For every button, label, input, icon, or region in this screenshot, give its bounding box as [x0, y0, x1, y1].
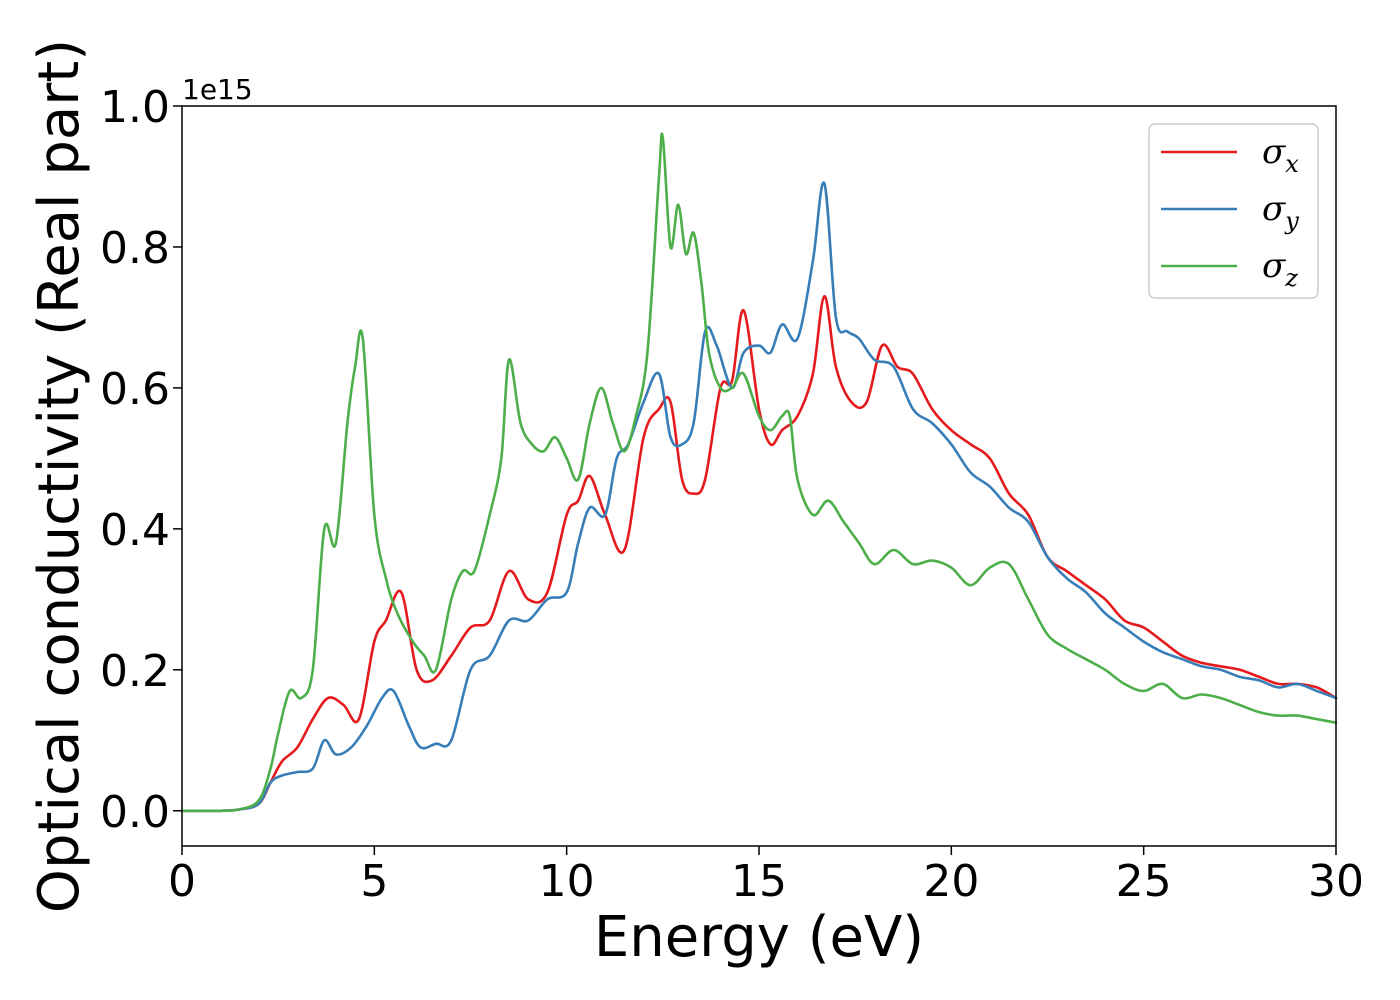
x-tick-label: 20	[923, 856, 979, 907]
y-axis: 0.0 0.2 0.4 0.6 0.8 1.0	[100, 82, 182, 838]
series-line-sigma-x	[180, 294, 1338, 813]
legend-subscript: x	[1285, 150, 1299, 178]
legend-label-sigma-x: σx	[1262, 132, 1299, 178]
y-tick-label: 0.2	[100, 646, 170, 697]
y-tick-label: 0.0	[100, 787, 170, 838]
series-layer	[180, 132, 1338, 813]
y-tick-label: 1.0	[100, 82, 170, 133]
series-line-sigma-z	[180, 132, 1338, 813]
y-tick-label: 0.8	[100, 223, 170, 274]
legend-subscript: y	[1284, 207, 1299, 235]
x-tick-label: 5	[360, 856, 388, 907]
x-tick-label: 30	[1308, 856, 1364, 907]
legend-symbol: σ	[1262, 189, 1286, 229]
y-tick-label: 0.6	[100, 364, 170, 415]
x-axis: 0 5 10 15 20 25 30	[168, 846, 1364, 907]
x-axis-title: Energy (eV)	[594, 905, 924, 970]
y-offset-label: 1e15	[182, 73, 253, 106]
y-axis-title: Optical conductivity (Real part)	[27, 39, 92, 913]
x-tick-label: 15	[731, 856, 787, 907]
x-tick-label: 25	[1116, 856, 1172, 907]
x-tick-label: 0	[168, 856, 196, 907]
legend-label-sigma-z: σz	[1262, 246, 1298, 292]
x-tick-label: 10	[539, 856, 595, 907]
y-tick-label: 0.4	[100, 505, 170, 556]
legend-subscript: z	[1284, 264, 1298, 292]
legend-label-sigma-y: σy	[1262, 189, 1299, 235]
plot-background	[182, 106, 1336, 846]
legend-symbol: σ	[1262, 132, 1286, 172]
series-line-sigma-y	[180, 181, 1338, 813]
legend-box	[1148, 123, 1319, 299]
legend-symbol: σ	[1262, 246, 1286, 286]
